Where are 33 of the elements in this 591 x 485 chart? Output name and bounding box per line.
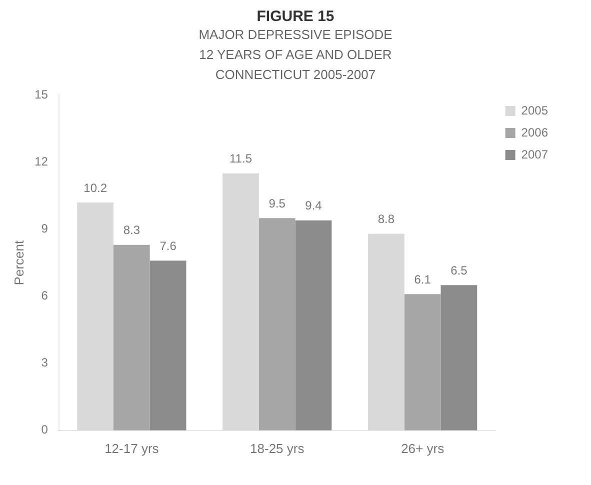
bar xyxy=(222,173,259,430)
bar xyxy=(77,202,114,430)
y-tick-label: 3 xyxy=(41,356,48,370)
y-tick-label: 6 xyxy=(41,288,48,303)
bar xyxy=(368,234,404,430)
data-label: 10.2 xyxy=(84,180,108,195)
y-tick-label: 12 xyxy=(34,154,48,169)
chart-title: FIGURE 15 xyxy=(256,8,336,25)
y-tick-label: 15 xyxy=(34,88,48,102)
legend-label: 2005 xyxy=(521,103,548,118)
data-label: 8.3 xyxy=(123,223,140,238)
bar xyxy=(404,294,441,430)
bar xyxy=(440,285,478,430)
legend-label: 2007 xyxy=(521,147,548,162)
bar xyxy=(113,244,150,430)
data-label: 9.5 xyxy=(268,196,286,210)
bar xyxy=(258,218,296,430)
data-label: 11.5 xyxy=(230,152,252,166)
data-label: 6.1 xyxy=(414,272,432,286)
bar xyxy=(295,220,332,430)
bar xyxy=(150,260,186,430)
data-label: 7.6 xyxy=(160,238,177,253)
data-label: 6.5 xyxy=(450,263,468,278)
chart-subtitle: MAJOR DEPRESSIVE EPISODE 12 YEARS OF AGE AND OLDER CONNECTICUT 2005-2007 xyxy=(198,26,394,84)
data-label: 9.4 xyxy=(305,198,322,213)
y-tick-label: 0 xyxy=(41,422,48,437)
y-tick-label: 9 xyxy=(41,222,48,236)
y-axis-title: Percent xyxy=(11,240,26,286)
x-tick-label: 26+ yrs xyxy=(401,440,445,456)
x-tick-label: 12-17 yrs xyxy=(104,440,160,456)
legend-label: 2006 xyxy=(521,125,548,140)
data-label: 8.8 xyxy=(378,212,395,226)
x-tick-label: 18-25 yrs xyxy=(250,440,305,456)
